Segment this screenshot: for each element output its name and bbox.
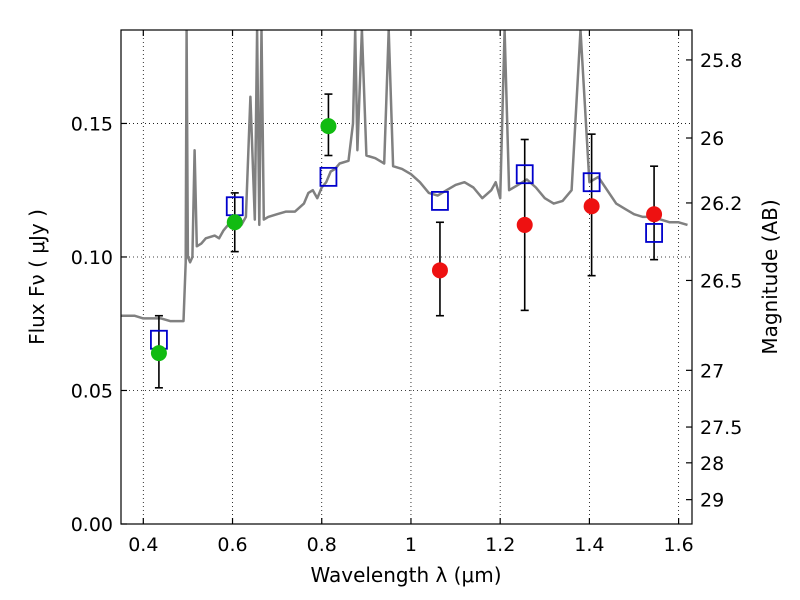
observed-point-3 (431, 262, 448, 279)
x-tick-label-0: 0.4 (128, 534, 158, 556)
observed-point-4 (516, 216, 533, 233)
observed-layer (150, 118, 663, 362)
mag-tick-label-0: 25.8 (700, 50, 742, 72)
mag-tick-label-3: 26.5 (700, 270, 742, 292)
mag-tick-label-5: 27.5 (700, 417, 742, 439)
grid-lines (121, 30, 692, 524)
observed-point-6 (646, 206, 663, 223)
tick-layer: 0.4 0.6 0.8 1 1.2 1.4 1.6 0.00 0.05 0.10 0.15 25.8 2… (71, 30, 742, 556)
y-tick-label-2: 0.10 (71, 247, 113, 269)
y-tick-label-1: 0.05 (71, 380, 113, 402)
observed-point-5 (583, 198, 600, 215)
y-axis-label: Flux Fν ( μJy ) (25, 209, 49, 345)
model-point-3 (431, 190, 449, 211)
model-point-6 (645, 223, 663, 243)
x-tick-label-5: 1.4 (574, 534, 604, 556)
x-axis-label: Wavelength λ (μm) (310, 563, 501, 587)
mag-tick-label-6: 28 (700, 453, 724, 475)
model-point-5 (582, 172, 601, 193)
observed-point-0 (150, 345, 167, 362)
y-axis-label-right: Magnitude (AB) (758, 199, 782, 354)
x-tick-label-1: 0.6 (217, 534, 247, 556)
model-point-4 (515, 164, 534, 185)
mag-tick-label-4: 27 (700, 360, 724, 382)
mag-tick-label-2: 26.2 (700, 193, 742, 215)
mag-tick-label-1: 26 (700, 128, 724, 150)
errorbar-layer (154, 93, 659, 389)
plot-frame (120, 29, 693, 525)
mag-tick-label-7: 29 (700, 490, 724, 512)
y-tick-label-3: 0.15 (71, 113, 113, 135)
x-tick-label-4: 1.2 (485, 534, 515, 556)
observed-point-1 (226, 214, 243, 231)
x-tick-label-6: 1.6 (664, 534, 694, 556)
model-point-2 (319, 166, 338, 187)
x-tick-label-2: 0.8 (307, 534, 337, 556)
model-layer (150, 164, 663, 350)
x-tick-label-3: 1 (405, 534, 417, 556)
y-tick-label-0: 0.00 (71, 514, 113, 536)
observed-point-2 (320, 118, 337, 135)
spectrum-layer (121, 30, 688, 323)
spectrum-line (121, 30, 688, 323)
